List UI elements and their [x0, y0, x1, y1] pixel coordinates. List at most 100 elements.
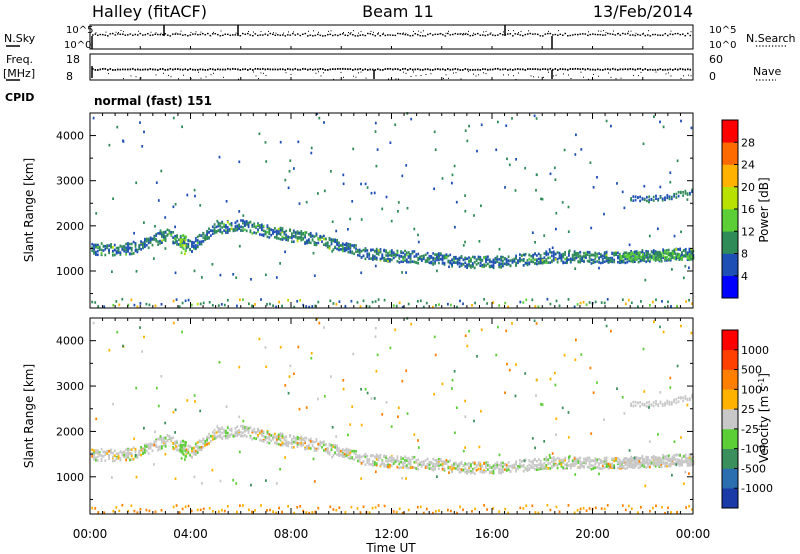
freq-point	[284, 68, 287, 71]
power-cell	[328, 245, 331, 248]
power-cell	[366, 249, 369, 252]
velocity-cell	[428, 463, 431, 467]
power-cell	[119, 253, 122, 256]
power-cell	[264, 231, 267, 235]
nave-point	[183, 74, 184, 76]
power-cell	[409, 253, 412, 256]
power-cell	[368, 305, 371, 308]
power-cell	[642, 254, 645, 257]
power-cell	[213, 228, 216, 231]
velocity-cell	[366, 461, 369, 464]
power-cell	[127, 248, 129, 252]
velocity-cell	[466, 469, 468, 472]
power-cell	[678, 253, 681, 256]
power-colorbar-label: 8	[741, 248, 748, 261]
velocity-cell	[633, 458, 636, 462]
power-cell	[567, 298, 570, 301]
freq-point	[247, 69, 249, 71]
nave-point	[538, 76, 539, 78]
velocity-cell	[272, 510, 274, 513]
velocity-cell	[653, 320, 655, 323]
nsky-point	[599, 33, 602, 36]
velocity-cell	[537, 458, 540, 461]
power-cell	[468, 124, 470, 128]
freq-point	[312, 68, 314, 71]
velocity-cell	[585, 459, 587, 463]
velocity-cell	[668, 463, 671, 466]
power-cell	[624, 302, 627, 306]
velocity-cell	[279, 437, 282, 441]
power-cell	[633, 251, 636, 254]
velocity-cell	[684, 453, 687, 457]
velocity-cell	[211, 438, 214, 441]
velocity-cell	[675, 398, 678, 401]
power-cell	[372, 254, 374, 258]
velocity-cell	[684, 456, 687, 460]
velocity-cell	[187, 444, 190, 448]
velocity-cell	[257, 433, 259, 437]
nsky-point	[349, 33, 352, 35]
nsky-point	[394, 34, 397, 37]
power-cell	[274, 227, 276, 230]
freq-point	[164, 69, 167, 71]
velocity-cell	[141, 350, 144, 353]
velocity-cell	[525, 504, 528, 507]
velocity-cell	[566, 462, 568, 465]
velocity-cell	[661, 506, 663, 509]
velocity-cell	[498, 510, 501, 513]
power-cell	[294, 231, 297, 234]
power-ytick-label: 1000	[56, 265, 84, 278]
power-cell	[485, 255, 487, 259]
power-cell	[488, 264, 491, 268]
power-cell	[598, 256, 600, 259]
power-cell	[345, 244, 348, 247]
freq-point	[424, 68, 427, 71]
velocity-cell	[266, 441, 269, 444]
velocity-cell	[562, 458, 565, 462]
velocity-cell	[478, 445, 481, 449]
power-cell	[208, 301, 211, 304]
power-colorbar-segment	[722, 164, 738, 188]
velocity-cell	[549, 508, 552, 512]
velocity-cell	[239, 504, 241, 507]
velocity-cell	[624, 463, 627, 466]
velocity-cell	[502, 461, 504, 465]
power-cell	[383, 298, 386, 302]
velocity-cell	[130, 452, 133, 456]
nave-point	[515, 78, 517, 80]
velocity-cell	[441, 462, 444, 466]
velocity-cell	[300, 444, 303, 448]
velocity-cell	[688, 456, 691, 460]
nsky-point	[602, 34, 604, 36]
power-cell	[160, 303, 163, 306]
velocity-cell	[454, 431, 456, 435]
velocity-cell	[185, 451, 188, 454]
nsky-point	[219, 35, 222, 37]
power-cell	[552, 259, 555, 262]
nave-tick-bottom: 0	[709, 70, 716, 83]
power-cell	[239, 298, 241, 301]
power-cell	[676, 304, 678, 308]
power-cell	[515, 257, 517, 260]
nsky-point	[279, 34, 282, 37]
power-cell	[100, 242, 103, 245]
power-cell	[654, 250, 657, 253]
nsky-point	[604, 34, 607, 36]
freq-point	[352, 69, 354, 71]
nsky-point	[94, 33, 97, 35]
power-cell	[360, 182, 362, 186]
power-cell	[505, 260, 508, 264]
nsky-point	[217, 33, 219, 36]
power-cell	[598, 266, 600, 270]
freq-point	[602, 69, 604, 71]
power-cell	[517, 261, 519, 265]
freq-point	[477, 68, 479, 71]
power-cell	[385, 249, 387, 252]
nave-point	[123, 78, 124, 80]
power-cell	[390, 219, 393, 223]
velocity-cell	[285, 444, 288, 447]
velocity-cell	[296, 437, 299, 441]
power-cell	[430, 255, 433, 258]
freq-point	[662, 68, 664, 71]
velocity-cell	[279, 432, 282, 436]
